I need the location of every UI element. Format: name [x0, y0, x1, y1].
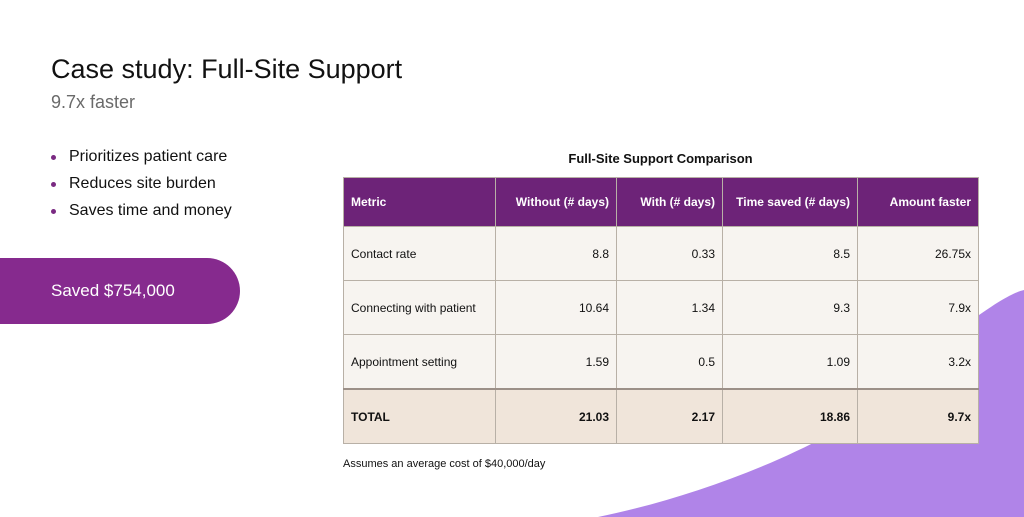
table-footnote: Assumes an average cost of $40,000/day: [343, 458, 546, 470]
table-cell: 10.64: [495, 280, 617, 335]
table-cell: Connecting with patient: [343, 280, 496, 335]
list-item-label: Reduces site burden: [69, 175, 216, 192]
list-item: Reduces site burden: [51, 173, 232, 200]
table-cell: 1.34: [616, 280, 723, 335]
table-cell: 8.5: [722, 226, 858, 281]
table-cell: 9.3: [722, 280, 858, 335]
table-cell: 0.5: [616, 334, 723, 390]
list-item-label: Prioritizes patient care: [69, 148, 228, 165]
table-cell: 2.17: [616, 388, 723, 444]
table-cell: 8.8: [495, 226, 617, 281]
bullet-dot-icon: [51, 182, 56, 187]
table-row: Appointment setting 1.59 0.5 1.09 3.2x: [343, 334, 979, 390]
table-cell: Contact rate: [343, 226, 496, 281]
table-cell: 26.75x: [857, 226, 979, 281]
column-header-time-saved: Time saved (# days): [722, 177, 858, 227]
bullet-dot-icon: [51, 209, 56, 214]
table-total-row: TOTAL 21.03 2.17 18.86 9.7x: [343, 388, 979, 444]
column-header-with: With (# days): [616, 177, 723, 227]
table-cell: 1.59: [495, 334, 617, 390]
column-header-metric: Metric: [343, 177, 496, 227]
column-header-amount-faster: Amount faster: [857, 177, 979, 227]
table-row: Connecting with patient 10.64 1.34 9.3 7…: [343, 280, 979, 335]
benefits-list: Prioritizes patient care Reduces site bu…: [51, 146, 232, 227]
table-cell: 7.9x: [857, 280, 979, 335]
column-header-without: Without (# days): [495, 177, 617, 227]
list-item-label: Saves time and money: [69, 202, 232, 219]
table-row: Contact rate 8.8 0.33 8.5 26.75x: [343, 226, 979, 281]
table-cell: Appointment setting: [343, 334, 496, 390]
savings-highlight-label: Saved $754,000: [51, 281, 175, 300]
table-header-row: Metric Without (# days) With (# days) Ti…: [343, 177, 979, 227]
table-cell: TOTAL: [343, 388, 496, 444]
table-cell: 9.7x: [857, 388, 979, 444]
page-title: Case study: Full-Site Support: [51, 54, 403, 84]
table-title: Full-Site Support Comparison: [568, 151, 753, 166]
table-cell: 1.09: [722, 334, 858, 390]
table-cell: 21.03: [495, 388, 617, 444]
bullet-dot-icon: [51, 155, 56, 160]
comparison-table: Metric Without (# days) With (# days) Ti…: [343, 177, 979, 444]
savings-highlight-badge: Saved $754,000: [0, 258, 240, 324]
list-item: Saves time and money: [51, 200, 232, 227]
table-cell: 0.33: [616, 226, 723, 281]
table-cell: 3.2x: [857, 334, 979, 390]
table-cell: 18.86: [722, 388, 858, 444]
list-item: Prioritizes patient care: [51, 146, 232, 173]
page-subtitle: 9.7x faster: [51, 92, 136, 112]
